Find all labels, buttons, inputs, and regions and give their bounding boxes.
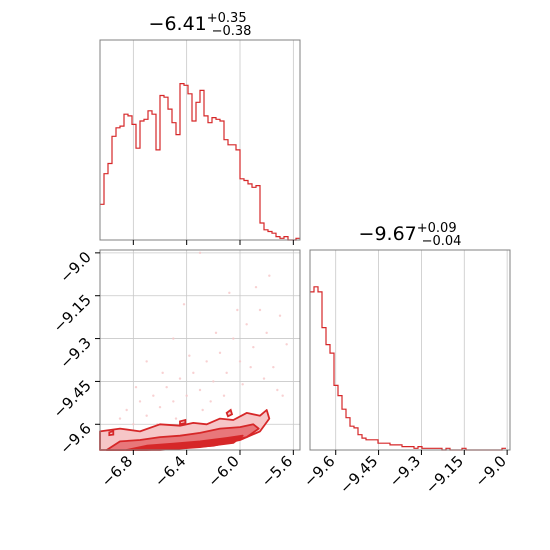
contour-island — [108, 429, 115, 437]
scatter-point — [172, 337, 175, 340]
scatter-point — [238, 360, 242, 363]
panel-title-param-2: −9.67+0.09 −0.04 — [359, 221, 462, 249]
scatter-point — [134, 385, 138, 389]
scatter-point — [214, 331, 218, 335]
scatter-point — [201, 408, 204, 412]
scatter-point — [192, 371, 195, 375]
x-tick-label: −9.3 — [386, 452, 424, 490]
scatter-point — [172, 400, 175, 403]
scatter-point — [209, 400, 212, 403]
scatter-point — [212, 380, 215, 383]
histogram-panel-param-1: −6.41+0.35 −0.38 — [99, 11, 301, 245]
scatter-point — [232, 337, 235, 340]
scatter-point — [228, 291, 231, 295]
y-tick-label: −9.3 — [56, 334, 94, 372]
scatter-point — [265, 331, 268, 335]
grid-lines — [335, 250, 508, 450]
scatter-point — [198, 251, 202, 255]
scatter-point — [138, 400, 142, 403]
x-ticks: −9.6−9.45 −9.3−9.15 −9.0 — [300, 450, 510, 497]
x-ticks: −6.8 −6.4 −6.0 −5.6 — [98, 450, 296, 491]
x-tick-label: −9.45 — [336, 452, 381, 497]
scatter-point — [158, 405, 162, 409]
scatter-point — [205, 360, 208, 363]
y-tick-label: −9.15 — [50, 291, 95, 336]
scatter-point — [132, 423, 135, 426]
histogram-step-line-param-1 — [100, 83, 300, 241]
scatter-point — [174, 417, 178, 420]
x-tick-label: −9.6 — [300, 452, 338, 490]
scatter-point — [145, 360, 148, 363]
scatter-point — [145, 414, 148, 417]
scatter-point — [182, 303, 186, 306]
panel-title-param-1: −6.41+0.35 −0.38 — [149, 11, 252, 39]
scatter-points — [118, 251, 288, 426]
grid-lines — [100, 250, 300, 450]
grid-lines — [132, 40, 294, 240]
scatter-point — [285, 343, 288, 346]
y-tick-label: −9.0 — [56, 248, 94, 286]
scatter-point — [218, 351, 222, 355]
scatter-point — [241, 383, 244, 386]
contour-panel: −6.8 −6.4 −6.0 −5.6 −9.0 −9.15−9.3 −9.45−9.6 — [50, 248, 301, 491]
x-tick-label: −6.0 — [204, 452, 242, 490]
axes-frame — [309, 249, 511, 451]
y-tick-label: −9.45 — [50, 377, 95, 422]
scatter-point — [225, 371, 228, 375]
histogram-panel-param-2: −9.6−9.45 −9.3−9.15 −9.0 −9.67+0.09 −0.04 — [300, 221, 511, 497]
scatter-point — [276, 388, 279, 392]
histogram-step-line-param-2 — [310, 286, 506, 451]
y-ticks: −9.0 −9.15−9.3 −9.45−9.6 — [50, 248, 100, 458]
scatter-point — [222, 394, 226, 397]
median-value: −6.41 — [149, 13, 207, 35]
contour-inner — [125, 434, 244, 451]
contour-island — [225, 408, 234, 418]
x-tick-label: −9.15 — [422, 452, 467, 497]
contour-levels — [99, 408, 271, 451]
plus-error: +0.35 — [207, 11, 247, 26]
axes-frame — [99, 39, 301, 241]
scatter-point — [245, 323, 248, 326]
scatter-point — [152, 394, 155, 397]
axes-frame — [99, 249, 301, 451]
x-tick-label: −6.8 — [98, 452, 136, 490]
scatter-point — [281, 394, 284, 397]
minus-error: −0.38 — [212, 24, 252, 39]
scatter-point — [236, 308, 239, 312]
scatter-point — [249, 365, 252, 369]
scatter-point — [185, 394, 188, 397]
scatter-point — [161, 371, 164, 375]
scatter-point — [188, 354, 191, 357]
median-value: −9.67 — [359, 223, 417, 245]
plus-error: +0.09 — [417, 221, 457, 236]
scatter-point — [165, 385, 168, 389]
scatter-point — [258, 308, 262, 312]
x-tick-label: −6.4 — [151, 452, 189, 490]
contour-island — [179, 418, 187, 426]
scatter-point — [254, 285, 258, 289]
x-ticks — [132, 240, 294, 245]
scatter-point — [272, 365, 275, 369]
x-tick-label: −5.6 — [258, 452, 296, 490]
scatter-point — [262, 377, 266, 380]
scatter-point — [125, 408, 128, 412]
y-tick-label: −9.6 — [56, 419, 94, 457]
minus-error: −0.04 — [422, 234, 462, 249]
scatter-point — [198, 388, 202, 392]
scatter-point — [178, 377, 182, 380]
x-tick-label: −9.0 — [471, 452, 509, 490]
scatter-point — [278, 314, 282, 317]
scatter-point — [268, 274, 271, 277]
scatter-point — [252, 345, 255, 349]
scatter-point — [118, 417, 122, 420]
